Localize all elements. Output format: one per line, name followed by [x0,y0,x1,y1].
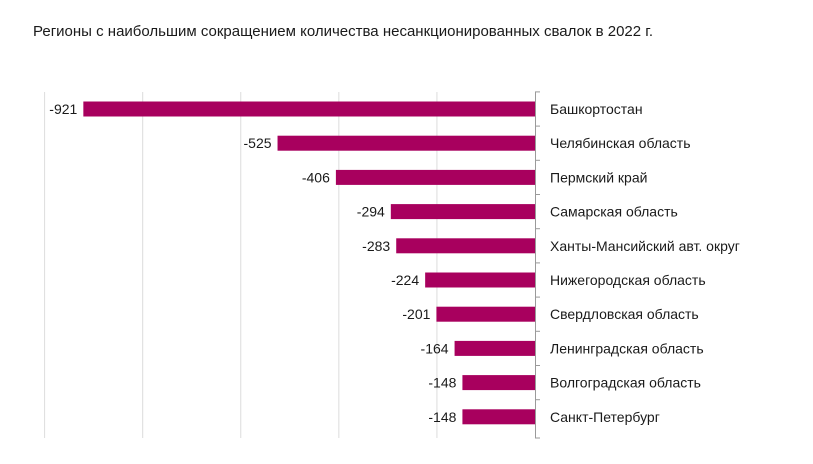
data-label: -224 [391,272,419,288]
bar-1 [83,101,535,117]
bar-7 [436,306,535,322]
data-label: -525 [244,135,272,151]
bar-8 [454,340,535,356]
bar-5 [396,238,535,254]
category-label: Волгоградская область [550,375,701,391]
bar-10 [462,409,535,425]
bar-6 [425,272,535,288]
data-label: -283 [362,238,390,254]
category-label: Самарская область [550,204,678,220]
chart-title: Регионы с наибольшим сокращением количес… [33,23,654,40]
data-label: -148 [428,375,456,391]
data-label: -406 [302,169,330,185]
category-label: Свердловская область [550,306,699,322]
bar-9 [462,375,535,391]
category-label: Санкт-Петербург [550,409,660,425]
bar-3 [335,169,535,185]
data-label: -294 [357,204,385,220]
bar-4 [390,204,535,220]
data-label: -148 [428,409,456,425]
data-label: -201 [402,306,430,322]
category-label: Челябинская область [550,135,691,151]
category-label: Нижегородская область [550,272,706,288]
data-label: -164 [421,340,449,356]
category-label: Ленинградская область [550,340,704,356]
data-label: -921 [49,101,77,117]
bar-2 [277,135,535,151]
category-label: Ханты-Мансийский авт. округ [550,238,740,254]
category-label: Башкортостан [550,101,643,117]
category-label: Пермский край [550,169,647,185]
